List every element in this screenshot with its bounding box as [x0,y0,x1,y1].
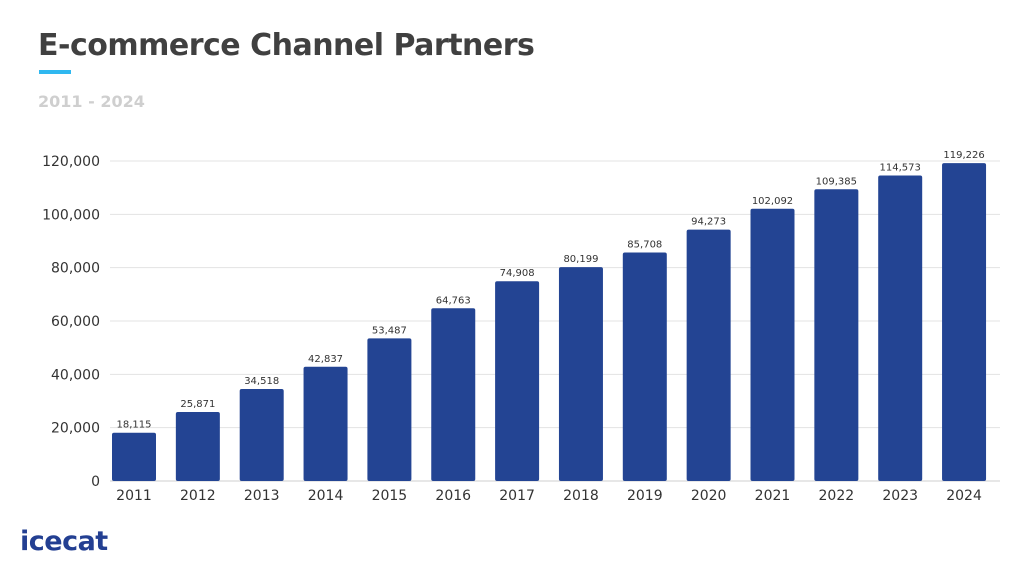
x-tick-label: 2017 [499,488,535,504]
x-tick-label: 2014 [308,488,344,504]
x-tick-label: 2022 [819,488,855,504]
y-tick-label: 20,000 [51,421,100,437]
bar [495,281,540,481]
bar [558,267,603,481]
x-tick-label: 2012 [180,488,216,504]
bar [750,208,795,481]
chart-title: E-commerce Channel Partners [38,28,535,63]
bar [112,432,156,481]
title-accent-underline [39,70,71,74]
y-tick-label: 0 [91,474,100,490]
x-tick-label: 2020 [691,488,727,504]
data-label: 18,115 [117,420,152,431]
data-label: 94,273 [691,217,726,228]
bar [175,412,220,481]
data-label: 25,871 [180,399,215,410]
data-label: 114,573 [880,162,921,173]
bar [878,175,923,482]
bar [431,308,476,481]
bar [303,366,348,481]
data-label: 42,837 [308,354,343,365]
data-label: 34,518 [244,376,279,387]
x-tick-label: 2024 [946,488,982,504]
y-tick-label: 40,000 [51,367,100,383]
bar [622,252,667,481]
data-label: 74,908 [500,268,535,279]
data-label: 80,199 [563,254,598,265]
x-tick-label: 2011 [116,488,152,504]
bar [367,338,412,481]
x-tick-label: 2019 [627,488,663,504]
data-label: 119,226 [943,150,984,161]
x-tick-label: 2013 [244,488,280,504]
x-tick-label: 2023 [882,488,918,504]
y-tick-label: 80,000 [51,261,100,277]
data-label: 102,092 [752,196,793,207]
bar [814,189,859,481]
y-tick-label: 100,000 [42,207,100,223]
x-tick-label: 2016 [435,488,471,504]
bar [686,229,731,481]
icecat-logo: icecat [20,526,108,557]
y-tick-label: 60,000 [51,314,100,330]
y-tick-label: 120,000 [42,154,100,170]
x-tick-label: 2018 [563,488,599,504]
data-label: 85,708 [627,239,662,250]
x-tick-label: 2015 [372,488,408,504]
data-label: 109,385 [816,176,857,187]
data-label: 53,487 [372,325,407,336]
chart-subtitle: 2011 - 2024 [38,92,145,111]
bar [239,388,284,481]
data-label: 64,763 [436,295,471,306]
x-tick-label: 2021 [755,488,791,504]
bar [942,163,987,481]
